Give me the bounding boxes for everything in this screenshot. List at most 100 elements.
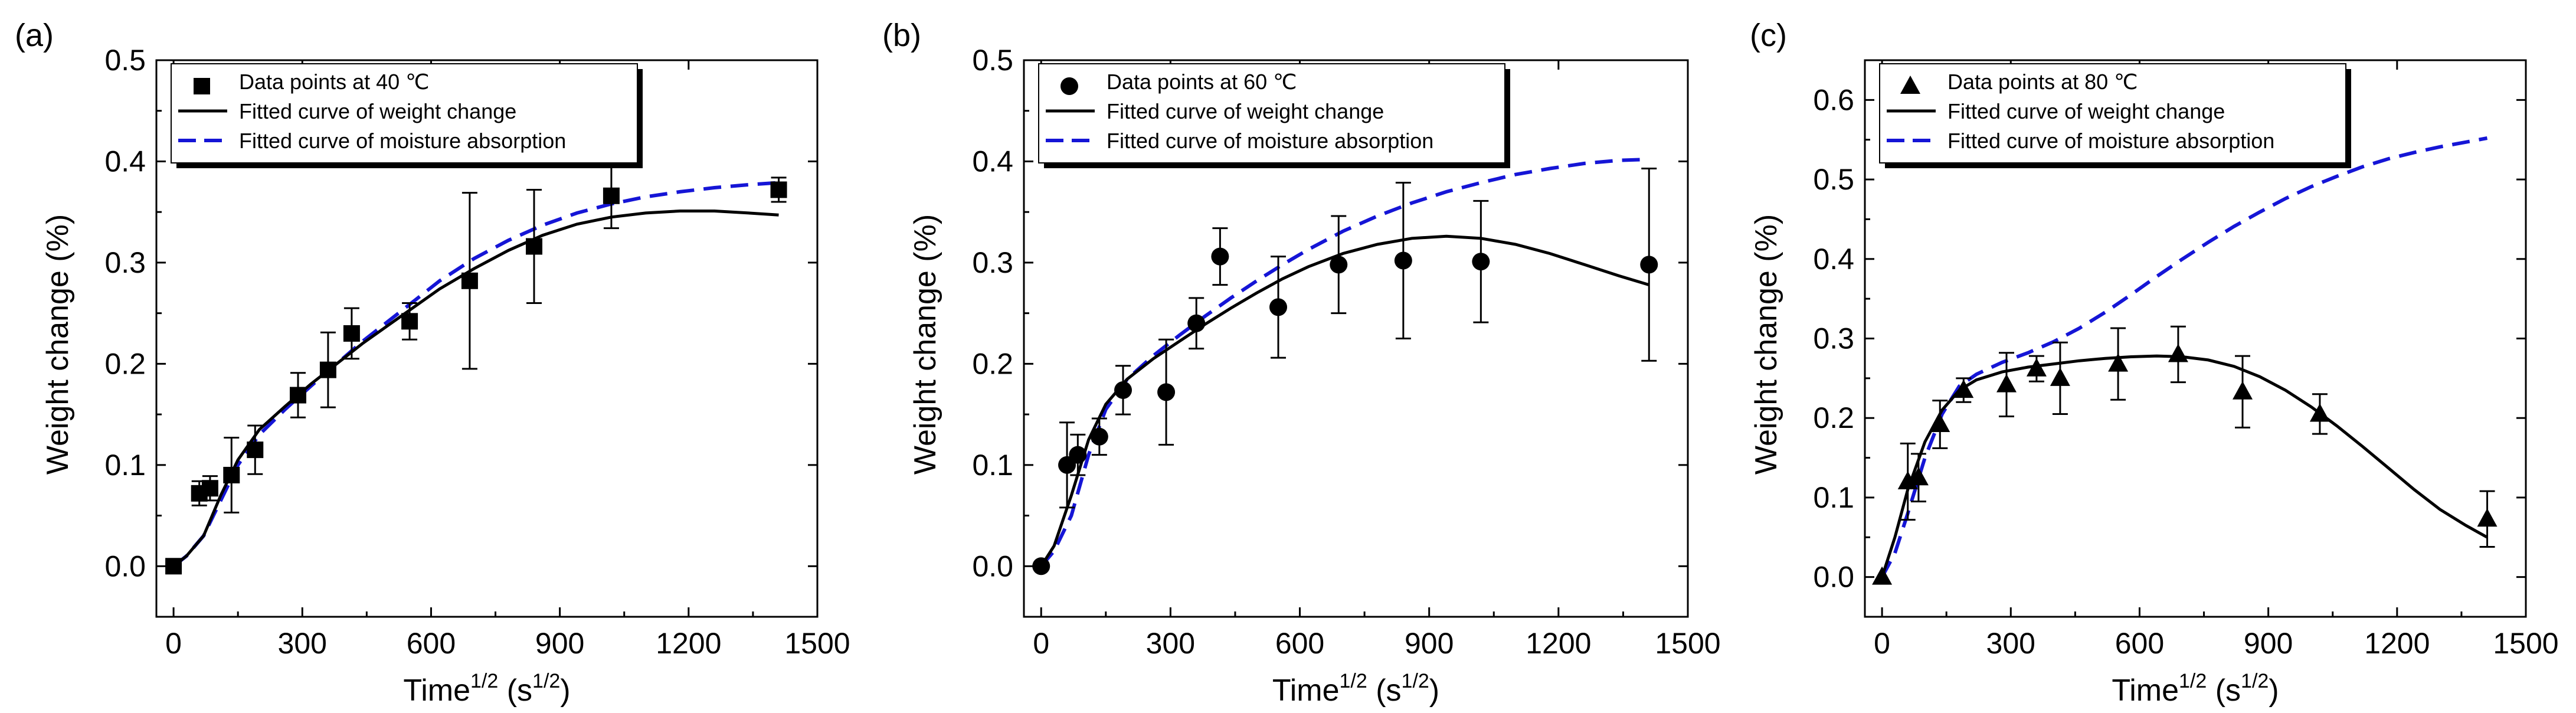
- data-point: [1187, 314, 1206, 332]
- y-tick-label: 0.3: [972, 246, 1013, 279]
- legend: Data points at 40 ℃ Fitted curve of weigh…: [171, 63, 643, 168]
- x-tick-label: 300: [1986, 627, 2035, 660]
- y-tick-label: 0.4: [1813, 243, 1854, 276]
- y-tick-label: 0.0: [972, 550, 1013, 583]
- data-point: [1472, 253, 1490, 271]
- data-point: [1930, 413, 1950, 432]
- x-axis-title-superscript: 1/2: [532, 670, 560, 692]
- y-tick-label: 0.0: [1813, 561, 1854, 594]
- data-point: [1953, 380, 1974, 398]
- x-axis-title-part: Time: [2112, 673, 2179, 708]
- legend-box: [1879, 63, 2346, 163]
- y-tick-label: 0.2: [972, 347, 1013, 380]
- panel-label: (b): [882, 18, 921, 53]
- plot-frame: [155, 59, 819, 618]
- x-tick-label: 0: [1874, 627, 1890, 660]
- data-point: [401, 313, 418, 330]
- y-axis-title: Weight change (%): [1749, 214, 1783, 475]
- y-axis-title: Weight change (%): [908, 214, 942, 475]
- data-point: [2477, 508, 2498, 527]
- x-tick-label: 1500: [2493, 627, 2558, 660]
- data-point: [1908, 467, 1929, 486]
- data-point: [2309, 403, 2330, 422]
- data-point: [603, 187, 620, 204]
- data-point: [165, 558, 182, 575]
- data-point: [223, 466, 240, 483]
- chart-panel-a: (a) 0 300 600 900 1200 1500 0.0 0.1 0.2 0.3 0.4 0.5 T…: [15, 18, 850, 708]
- data-point: [1872, 566, 1893, 585]
- y-tick-label: 0.2: [1813, 401, 1854, 434]
- y-axis-title: Weight change (%): [41, 214, 75, 475]
- x-tick-label: 300: [1146, 627, 1195, 660]
- legend-entry: Data points at 60 ℃: [1107, 70, 1297, 94]
- y-tick-label: 0.4: [972, 145, 1013, 178]
- x-axis-title: Time1/2 (s1/2): [403, 670, 570, 708]
- data-point: [201, 480, 218, 497]
- x-tick-label: 1200: [1526, 627, 1591, 660]
- moisture-absorption-curve: [172, 181, 779, 568]
- y-tick-label: 0.2: [104, 347, 146, 380]
- data-point: [1032, 557, 1050, 575]
- data-point: [2050, 367, 2070, 386]
- data-point: [1090, 427, 1108, 446]
- panel-label: (a): [15, 18, 54, 53]
- x-axis-title: Time1/2 (s1/2): [2112, 670, 2279, 708]
- data-point: [1330, 256, 1348, 274]
- data-point: [1114, 381, 1132, 399]
- x-tick-label: 0: [1033, 627, 1049, 660]
- x-axis-title-part: ): [2269, 673, 2279, 708]
- y-tick-label: 0.5: [104, 44, 146, 77]
- x-axis-title-part: Time: [403, 673, 470, 708]
- legend-entry: Data points at 80 ℃: [1947, 70, 2138, 94]
- x-axis-title-part: ): [1429, 673, 1439, 708]
- legend: Data points at 80 ℃ Fitted curve of weigh…: [1879, 63, 2351, 168]
- data-point: [2168, 344, 2188, 362]
- x-axis-title-part: (s: [498, 673, 532, 708]
- y-tick-label: 0.1: [104, 449, 146, 482]
- data-point: [1211, 247, 1229, 266]
- moisture-absorption-curve: [1039, 158, 1649, 568]
- y-tick-label: 0.4: [104, 145, 146, 178]
- weight-change-curve: [172, 210, 779, 568]
- data-point: [1394, 251, 1412, 270]
- data-point: [770, 181, 787, 198]
- x-tick-label: 900: [535, 627, 584, 660]
- x-tick-label: 600: [2115, 627, 2164, 660]
- data-point: [1640, 256, 1658, 274]
- legend-entry: Data points at 40 ℃: [239, 70, 430, 94]
- x-tick-label: 1500: [1655, 627, 1720, 660]
- legend: Data points at 60 ℃ Fitted curve of weigh…: [1038, 63, 1510, 168]
- y-tick-label: 0.6: [1813, 83, 1854, 116]
- y-tick-label: 0.5: [1813, 163, 1854, 196]
- legend-marker-icon: [1060, 77, 1078, 95]
- x-tick-label: 600: [407, 627, 456, 660]
- panel-label: (c): [1750, 18, 1787, 53]
- y-tick-label: 0.1: [972, 449, 1013, 482]
- y-tick-label: 0.0: [104, 550, 146, 583]
- plot-frame: [1023, 59, 1689, 618]
- x-axis-title-superscript: 1/2: [2179, 670, 2207, 692]
- x-tick-label: 600: [1275, 627, 1324, 660]
- legend-entry: Fitted curve of weight change: [1107, 99, 1384, 123]
- data-point: [290, 387, 306, 404]
- legend-entry: Fitted curve of weight change: [239, 99, 516, 123]
- legend-box: [171, 63, 638, 163]
- data-point: [1069, 446, 1087, 464]
- legend-box: [1038, 63, 1505, 163]
- x-axis-title-part: (s: [2207, 673, 2241, 708]
- x-axis-title-superscript: 1/2: [1402, 670, 1429, 692]
- legend-entry: Fitted curve of moisture absorption: [1107, 129, 1433, 153]
- data-point: [2108, 353, 2129, 372]
- x-axis-title-superscript: 1/2: [2241, 670, 2269, 692]
- x-tick-label: 1200: [2364, 627, 2430, 660]
- chart-panel-c: (c) 0 300 600 900 1200 1500 0.0 0.1 0.2 0.3 0.4 0.5 0…: [1749, 18, 2559, 708]
- legend-entry: Fitted curve of weight change: [1947, 99, 2225, 123]
- weight-change-curve: [1040, 234, 1650, 567]
- legend-marker-icon: [1900, 76, 1920, 94]
- y-tick-label: 0.3: [1813, 322, 1854, 355]
- x-axis-title-superscript: 1/2: [470, 670, 498, 692]
- data-point: [2026, 358, 2047, 377]
- legend-entry: Fitted curve of moisture absorption: [239, 129, 566, 153]
- x-tick-label: 0: [165, 627, 182, 660]
- x-tick-label: 1200: [656, 627, 721, 660]
